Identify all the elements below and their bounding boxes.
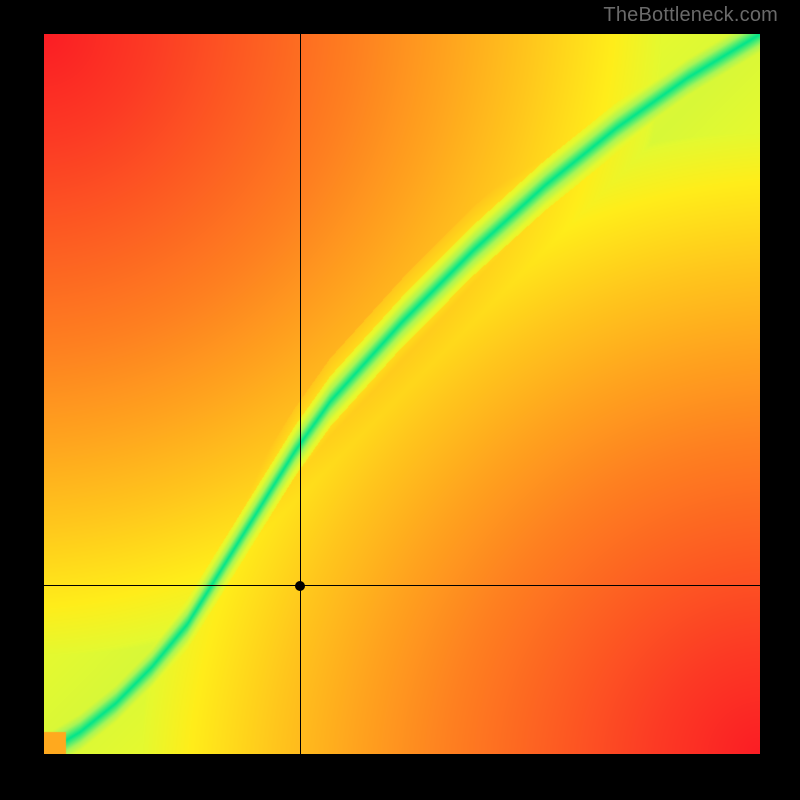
heatmap-canvas	[44, 34, 760, 754]
crosshair-vertical	[300, 34, 301, 754]
crosshair-horizontal	[44, 585, 760, 586]
attribution-text: TheBottleneck.com	[603, 4, 778, 27]
data-point-marker	[295, 581, 305, 591]
chart-container: TheBottleneck.com	[0, 0, 800, 800]
